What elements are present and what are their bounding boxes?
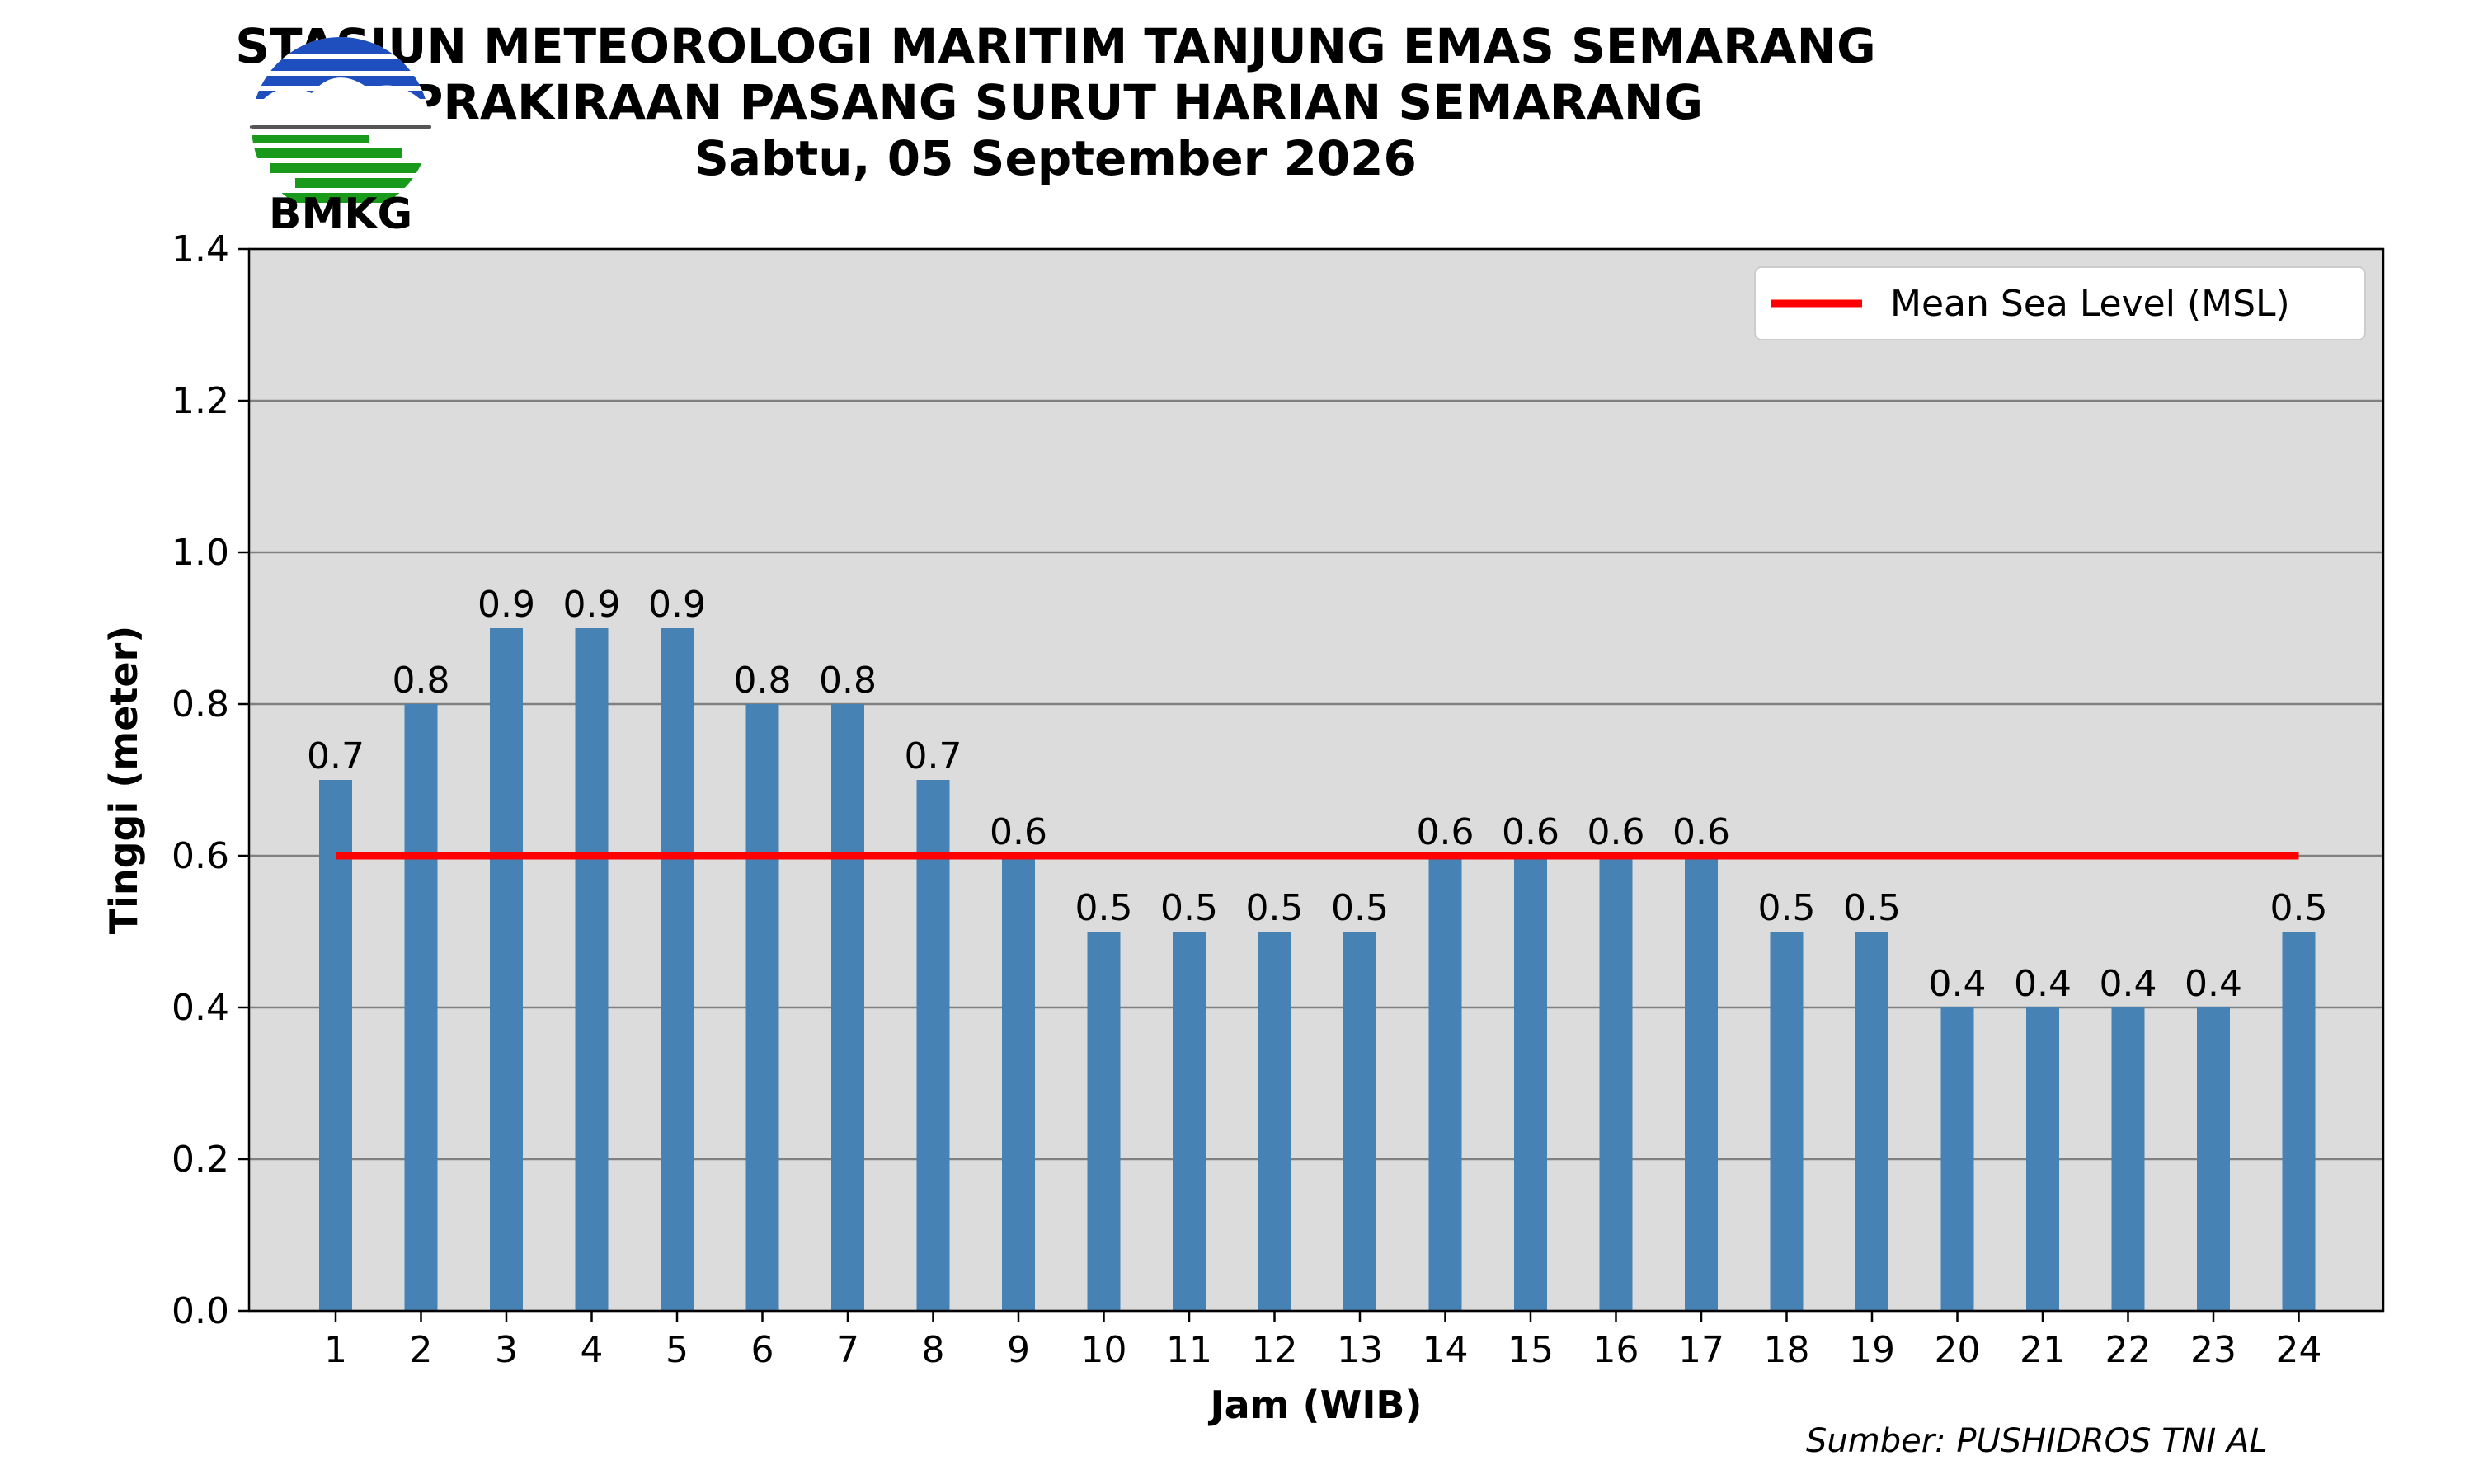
plot-frame: [247, 247, 2385, 1313]
x-axis-ticks: 1 2 3 4 5 6 7 8 9 10 11 12 13 14 15 16 17 18 19 20 21 22 23 24: [324, 1311, 2322, 1371]
bar: [1599, 856, 1633, 1311]
title-line-station: STASIUN METEOROLOGI MARITIM TANJUNG EMAS…: [235, 18, 1876, 74]
bars: [319, 628, 2316, 1311]
bar: [1856, 932, 1888, 1311]
bar: [831, 704, 864, 1311]
data-label: 0.6: [1417, 811, 1475, 853]
bar: [490, 628, 523, 1311]
data-label: 0.9: [563, 584, 621, 626]
data-label: 0.8: [393, 660, 450, 702]
data-label: 0.4: [1929, 963, 1987, 1005]
data-label: 0.6: [990, 811, 1047, 853]
y-tick-label: 1.4: [172, 228, 229, 270]
bar: [1087, 932, 1121, 1311]
title-line-forecast: PRAKIRAAN PASANG SURUT HARIAN SEMARANG: [407, 74, 1704, 130]
data-label: 0.5: [1075, 887, 1133, 929]
x-tick-label: 3: [495, 1329, 518, 1371]
data-label: 0.8: [819, 660, 877, 702]
x-tick-label: 23: [2190, 1329, 2236, 1371]
x-tick-label: 16: [1593, 1329, 1639, 1371]
x-tick-label: 21: [2020, 1329, 2066, 1371]
x-tick-label: 4: [581, 1329, 604, 1371]
bar: [1514, 856, 1547, 1311]
x-tick-label: 8: [922, 1329, 945, 1371]
y-tick-label: 1.0: [172, 532, 229, 574]
data-label: 0.7: [307, 735, 365, 777]
x-tick-label: 18: [1764, 1329, 1810, 1371]
bmkg-logo-icon: [250, 37, 431, 203]
data-label: 0.5: [1758, 887, 1816, 929]
data-label: 0.6: [1672, 811, 1730, 853]
data-label: 0.5: [1843, 887, 1901, 929]
x-tick-label: 7: [836, 1329, 859, 1371]
data-label: 0.6: [1587, 811, 1645, 853]
bar: [1173, 932, 1206, 1311]
y-tick-label: 0.8: [172, 683, 229, 726]
logo-text: BMKG: [268, 190, 413, 239]
x-tick-label: 19: [1849, 1329, 1895, 1371]
y-tick-label: 0.4: [172, 987, 229, 1029]
bar: [745, 704, 779, 1311]
bar: [575, 628, 609, 1311]
x-tick-label: 6: [751, 1329, 774, 1371]
data-label: 0.9: [477, 584, 535, 626]
y-tick-label: 1.2: [172, 380, 229, 422]
bar: [404, 704, 438, 1311]
y-tick-label: 0.0: [172, 1290, 229, 1332]
x-tick-label: 9: [1007, 1329, 1030, 1371]
bar: [1940, 1007, 1974, 1311]
bar: [1685, 856, 1718, 1311]
x-tick-label: 2: [410, 1329, 433, 1371]
data-label: 0.7: [905, 735, 962, 777]
x-tick-label: 22: [2105, 1329, 2152, 1371]
data-label: 0.5: [1331, 887, 1389, 929]
data-label: 0.6: [1502, 811, 1559, 853]
y-tick-label: 0.2: [172, 1139, 229, 1181]
x-tick-label: 13: [1337, 1329, 1383, 1371]
x-axis-label: Jam (WIB): [1207, 1383, 1422, 1427]
x-tick-label: 14: [1423, 1329, 1469, 1371]
source-note: Sumber: PUSHIDROS TNI AL: [1806, 1422, 2268, 1460]
x-tick-label: 10: [1081, 1329, 1127, 1371]
chart-title: STASIUN METEOROLOGI MARITIM TANJUNG EMAS…: [198, 18, 1913, 186]
data-labels: 0.7 0.8 0.9 0.9 0.9 0.8 0.8 0.7 0.6 0.5 0.5 0.5 0.5 0…: [307, 584, 2327, 1005]
x-tick-label: 17: [1678, 1329, 1724, 1371]
x-tick-label: 11: [1166, 1329, 1212, 1371]
bar: [661, 628, 694, 1311]
x-tick-label: 5: [666, 1329, 689, 1371]
data-label: 0.4: [2100, 963, 2157, 1005]
data-label: 0.9: [648, 584, 706, 626]
y-axis-label: Tinggi (meter): [101, 626, 146, 935]
legend-box: [1754, 266, 2366, 340]
data-label: 0.8: [734, 660, 792, 702]
legend: Mean Sea Level (MSL): [1754, 266, 2366, 340]
bar: [2282, 932, 2316, 1311]
y-axis-ticks: 0.0 0.2 0.4 0.6 0.8 1.0 1.2 1.4: [172, 228, 249, 1332]
x-tick-label: 1: [324, 1329, 347, 1371]
plot-area: [249, 249, 2383, 1311]
bar: [1258, 932, 1291, 1311]
bar: [319, 780, 352, 1311]
data-label: 0.5: [2270, 887, 2328, 929]
bar: [2197, 1007, 2230, 1311]
bar: [2111, 1007, 2145, 1311]
legend-label-msl: Mean Sea Level (MSL): [1890, 283, 2290, 325]
bar: [1770, 932, 1804, 1311]
x-tick-label: 20: [1935, 1329, 1981, 1371]
bar: [1428, 856, 1462, 1311]
bar: [2026, 1007, 2059, 1311]
title-line-date: Sabtu, 05 September 2026: [694, 130, 1417, 186]
data-label: 0.4: [2185, 963, 2242, 1005]
bar: [1002, 856, 1035, 1311]
data-label: 0.5: [1160, 887, 1218, 929]
bar: [1343, 932, 1376, 1311]
x-tick-label: 12: [1252, 1329, 1298, 1371]
x-tick-label: 15: [1507, 1329, 1554, 1371]
data-label: 0.5: [1246, 887, 1304, 929]
y-tick-label: 0.6: [172, 835, 229, 877]
bar: [916, 780, 950, 1311]
data-label: 0.4: [2014, 963, 2072, 1005]
x-tick-label: 24: [2276, 1329, 2322, 1371]
